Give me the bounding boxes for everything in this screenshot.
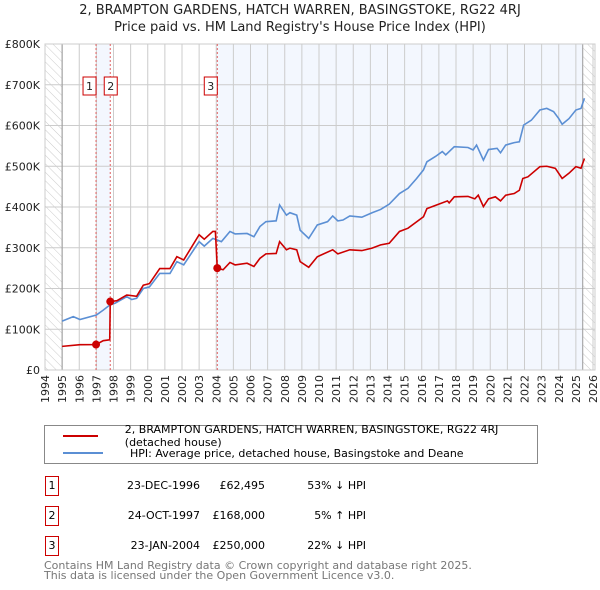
sale-label: 3 xyxy=(207,80,214,93)
sale-hpi-diff: 22% ↓ HPI xyxy=(307,539,366,552)
sale-number: 3 xyxy=(45,536,59,556)
sale-label-box xyxy=(203,76,218,96)
x-tick-label: 2017 xyxy=(433,375,446,403)
x-tick-label: 2014 xyxy=(382,375,395,403)
y-tick-label: £500K xyxy=(5,160,41,173)
legend-label: HPI: Average price, detached house, Basi… xyxy=(130,446,464,460)
sale-point xyxy=(213,264,222,273)
y-tick-label: £600K xyxy=(5,120,41,133)
x-tick-label: 2013 xyxy=(364,375,377,403)
chart-subtitle: Price paid vs. HM Land Registry's House … xyxy=(114,20,486,35)
sale-number: 1 xyxy=(45,476,59,496)
hpi-line xyxy=(61,97,586,322)
legend-swatch xyxy=(63,452,103,454)
y-tick-label: £400K xyxy=(5,201,41,214)
x-tick-label: 2023 xyxy=(536,375,549,403)
x-tick-label: 2010 xyxy=(313,375,326,403)
x-tick-label: 2006 xyxy=(245,375,258,403)
y-tick-label: £300K xyxy=(5,242,41,255)
sale-row: 1 23-DEC-1996 £62,495 53% ↓ HPI xyxy=(45,476,545,496)
x-tick-label: 2019 xyxy=(467,375,480,403)
legend-label: 2, BRAMPTON GARDENS, HATCH WARREN, BASIN… xyxy=(124,423,499,449)
property-price-line xyxy=(62,158,586,348)
y-tick-label: £200K xyxy=(5,283,41,296)
legend-item-hpi: HPI: Average price, detached house, Basi… xyxy=(63,445,464,461)
sale-point xyxy=(92,340,101,349)
x-tick-label: 1995 xyxy=(56,375,69,403)
x-tick-label: 2015 xyxy=(399,375,412,403)
x-tick-label: 2003 xyxy=(193,375,206,403)
sale-price: £168,000 xyxy=(212,509,266,522)
sale-date: 24-OCT-1997 xyxy=(127,509,200,522)
sale-row: 2 24-OCT-1997 £168,000 5% ↑ HPI xyxy=(45,506,545,526)
x-tick-label: 1996 xyxy=(73,375,86,403)
x-tick-label: 2008 xyxy=(279,375,292,403)
sale-label: 2 xyxy=(107,80,114,93)
legend-swatch xyxy=(63,435,98,437)
x-tick-label: 2016 xyxy=(416,375,429,403)
sale-label-box xyxy=(82,76,97,96)
sale-number: 2 xyxy=(45,506,59,526)
x-tick-label: 1998 xyxy=(108,375,121,403)
x-tick-label: 2026 xyxy=(587,375,600,403)
sale-date: 23-JAN-2004 xyxy=(130,539,200,552)
y-tick-label: £700K xyxy=(5,79,41,92)
y-tick-label: £100K xyxy=(5,323,41,336)
x-tick-label: 2018 xyxy=(450,375,463,403)
x-tick-label: 2022 xyxy=(519,375,532,403)
x-tick-label: 2004 xyxy=(210,375,223,403)
x-tick-label: 2021 xyxy=(501,375,514,403)
x-tick-label: 1999 xyxy=(125,375,138,403)
y-tick-label: £800K xyxy=(5,38,41,51)
sale-hpi-diff: 53% ↓ HPI xyxy=(307,479,366,492)
legend: 2, BRAMPTON GARDENS, HATCH WARREN, BASIN… xyxy=(44,423,538,464)
sale-price: £250,000 xyxy=(212,539,266,552)
x-tick-label: 2001 xyxy=(159,375,172,403)
x-tick-label: 2020 xyxy=(484,375,497,403)
sale-point xyxy=(106,297,115,306)
x-tick-label: 2009 xyxy=(296,375,309,403)
x-tick-label: 2005 xyxy=(227,375,240,403)
x-tick-label: 2011 xyxy=(330,375,343,403)
x-tick-label: 2012 xyxy=(347,375,360,403)
plot-border xyxy=(44,43,596,371)
sale-label-box xyxy=(103,76,118,96)
footer-copyright: Contains HM Land Registry data © Crown c… xyxy=(44,559,472,572)
x-tick-label: 2007 xyxy=(262,375,275,403)
sale-hpi-diff: 5% ↑ HPI xyxy=(314,509,366,522)
sale-price: £62,495 xyxy=(219,479,266,492)
sale-label: 1 xyxy=(86,80,93,93)
chart-title: 2, BRAMPTON GARDENS, HATCH WARREN, BASIN… xyxy=(79,3,521,18)
sale-date: 23-DEC-1996 xyxy=(126,479,200,492)
x-tick-label: 1997 xyxy=(90,375,103,403)
chart-svg: 1994 1995 1996 1997 1998 1999 2000 2001 2002 2003… xyxy=(5,38,600,403)
legend-item-property: 2, BRAMPTON GARDENS, HATCH WARREN, BASIN… xyxy=(63,423,537,449)
y-tick-label: £0 xyxy=(26,364,40,377)
x-tick-label: 2025 xyxy=(570,375,583,403)
x-tick-label: 2000 xyxy=(142,375,155,403)
footer-licence: This data is licensed under the Open Gov… xyxy=(44,569,395,582)
x-tick-label: 2024 xyxy=(553,375,566,403)
sale-row: 3 23-JAN-2004 £250,000 22% ↓ HPI xyxy=(45,536,545,556)
x-tick-label: 1994 xyxy=(39,375,52,403)
x-tick-label: 2002 xyxy=(176,375,189,403)
